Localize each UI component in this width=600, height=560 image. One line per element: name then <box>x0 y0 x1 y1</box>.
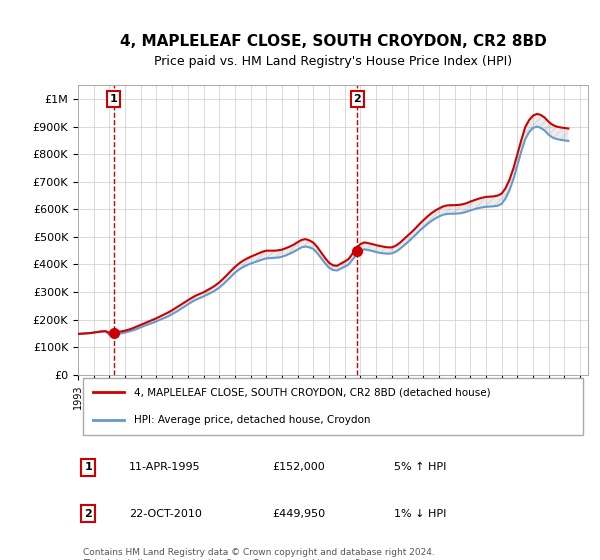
FancyBboxPatch shape <box>83 378 583 435</box>
Text: HPI: Average price, detached house, Croydon: HPI: Average price, detached house, Croy… <box>134 415 371 425</box>
Text: 4, MAPLELEAF CLOSE, SOUTH CROYDON, CR2 8BD: 4, MAPLELEAF CLOSE, SOUTH CROYDON, CR2 8… <box>119 34 547 49</box>
Text: 4, MAPLELEAF CLOSE, SOUTH CROYDON, CR2 8BD (detached house): 4, MAPLELEAF CLOSE, SOUTH CROYDON, CR2 8… <box>134 388 491 398</box>
Text: 1: 1 <box>110 94 118 104</box>
Text: 22-OCT-2010: 22-OCT-2010 <box>129 508 202 519</box>
Text: 1% ↓ HPI: 1% ↓ HPI <box>394 508 446 519</box>
Text: 2: 2 <box>85 508 92 519</box>
Text: £152,000: £152,000 <box>272 463 325 473</box>
Text: 1: 1 <box>85 463 92 473</box>
Text: £449,950: £449,950 <box>272 508 325 519</box>
Text: Contains HM Land Registry data © Crown copyright and database right 2024.
This d: Contains HM Land Registry data © Crown c… <box>83 548 435 560</box>
Text: 5% ↑ HPI: 5% ↑ HPI <box>394 463 446 473</box>
Text: Price paid vs. HM Land Registry's House Price Index (HPI): Price paid vs. HM Land Registry's House … <box>154 55 512 68</box>
Text: 11-APR-1995: 11-APR-1995 <box>129 463 200 473</box>
Text: 2: 2 <box>353 94 361 104</box>
